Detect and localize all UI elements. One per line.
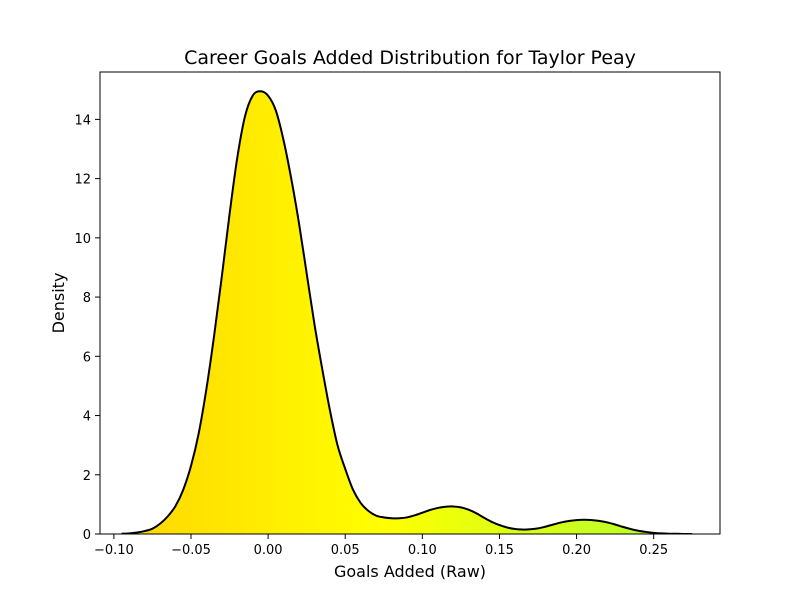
y-tick-label: 14 [74, 113, 91, 128]
y-tick-label: 0 [83, 528, 91, 543]
x-tick-label: 0.10 [408, 543, 437, 558]
y-tick-label: 2 [83, 469, 91, 484]
x-tick-label: 0.25 [639, 543, 668, 558]
y-tick-label: 12 [74, 173, 91, 188]
x-tick-label: 0.05 [331, 543, 360, 558]
y-axis-label: Density [49, 273, 68, 334]
x-axis-ticks: −0.10 −0.05 0.00 0.05 0.10 0.15 0.20 0.25 [94, 534, 668, 558]
x-tick-label: 0.15 [485, 543, 514, 558]
chart-title: Career Goals Added Distribution for Tayl… [184, 47, 636, 69]
x-tick-label: 0.20 [562, 543, 591, 558]
y-tick-label: 4 [83, 410, 91, 425]
y-tick-label: 8 [83, 291, 91, 306]
x-axis-label: Goals Added (Raw) [334, 562, 486, 581]
density-line [121, 90, 693, 534]
density-area [121, 91, 693, 534]
x-tick-label: −0.10 [94, 543, 134, 558]
y-tick-label: 10 [74, 232, 91, 247]
x-tick-label: −0.05 [171, 543, 211, 558]
y-tick-label: 6 [83, 350, 91, 365]
y-axis-ticks: 0 2 4 6 8 10 12 14 [74, 113, 100, 543]
plot-frame [99, 71, 721, 535]
x-tick-label: 0.00 [254, 543, 283, 558]
